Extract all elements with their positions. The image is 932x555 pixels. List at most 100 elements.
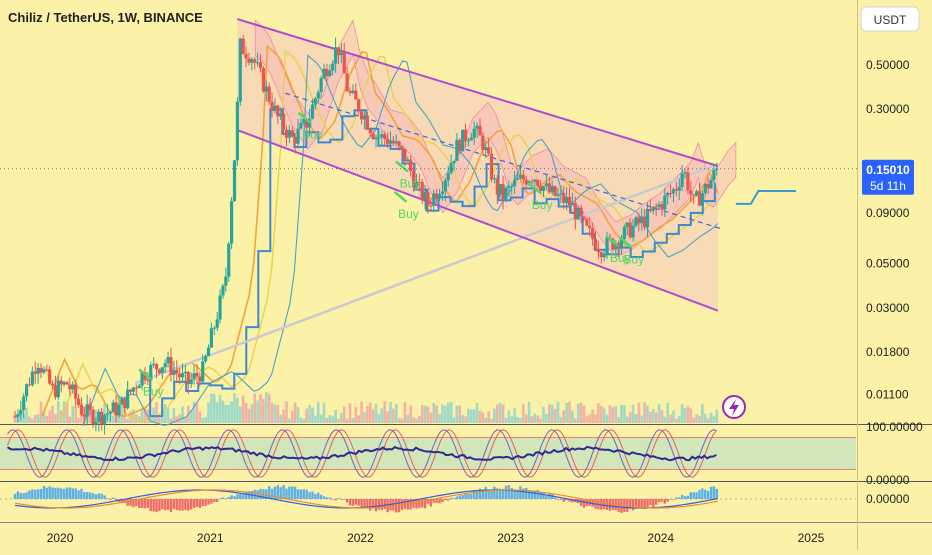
macd-bar <box>169 499 173 513</box>
volume-bar <box>42 411 46 423</box>
candle-body <box>417 181 421 183</box>
volume-bar <box>672 410 675 423</box>
volume-bar <box>441 404 444 423</box>
candle-body <box>703 183 707 194</box>
signal-label: Buy <box>143 384 164 398</box>
macd-bar <box>123 499 126 503</box>
candle <box>108 410 112 422</box>
candle <box>325 63 329 81</box>
macd-bar <box>103 495 106 499</box>
candle-body <box>440 191 445 195</box>
volume-bar <box>68 416 72 423</box>
macd-bar <box>270 488 274 499</box>
volume-bar <box>617 417 620 423</box>
candle <box>250 56 254 71</box>
candle-body <box>611 238 615 250</box>
volume-bar <box>472 409 476 423</box>
candle-body <box>212 327 216 329</box>
candle-body <box>544 183 549 187</box>
candle <box>13 410 17 419</box>
candle-body <box>227 243 231 277</box>
currency-label: USDT <box>874 13 907 27</box>
candle <box>668 184 673 198</box>
candle <box>105 404 110 421</box>
candle-body <box>377 137 381 139</box>
flash-icon[interactable] <box>722 395 746 419</box>
candle <box>111 399 115 413</box>
candle <box>435 188 439 203</box>
candle <box>50 380 55 390</box>
macd-bar <box>189 499 193 510</box>
macd-bar <box>129 499 132 506</box>
volume-bar <box>366 406 369 423</box>
macd-bar <box>663 499 667 504</box>
candle-body <box>498 184 502 195</box>
candle <box>611 237 615 252</box>
macd-bar <box>458 495 461 499</box>
macd-bar <box>97 493 100 499</box>
candle-body <box>342 52 346 74</box>
candle <box>423 184 427 210</box>
candle-body <box>585 218 589 226</box>
candle-body <box>501 184 505 200</box>
candle-body <box>108 411 112 414</box>
volume-bar <box>314 415 317 423</box>
candle-body <box>56 380 60 398</box>
macd-bar <box>132 499 135 508</box>
volume-bar <box>582 405 586 423</box>
candle-body <box>619 239 624 249</box>
macd-bar <box>83 492 86 499</box>
macd-bar <box>634 499 638 509</box>
macd-bar <box>438 499 441 504</box>
volume-bar <box>293 402 297 423</box>
candle-body <box>565 196 569 203</box>
volume-bar <box>660 409 664 423</box>
candle-body <box>449 163 453 174</box>
macd-bar <box>296 489 300 499</box>
volume-bar <box>490 418 493 423</box>
candle <box>33 361 37 384</box>
candle-body <box>573 202 577 220</box>
candle-body <box>469 137 473 141</box>
candle-body <box>333 47 338 64</box>
macd-bar <box>363 499 366 508</box>
candle <box>463 123 468 148</box>
volume-bar <box>371 409 375 423</box>
candle <box>406 156 410 162</box>
candle <box>409 154 413 177</box>
volume-bar <box>657 404 661 423</box>
volume-bar <box>513 408 516 423</box>
macd-bar <box>643 499 646 510</box>
candle <box>293 132 297 154</box>
candle-body <box>134 387 138 389</box>
chart-title: Chiliz / TetherUS, 1W, BINANCE <box>8 10 203 25</box>
channel-lower-line <box>236 129 719 312</box>
volume-bar <box>709 412 713 423</box>
candle <box>666 191 670 205</box>
macd-bar <box>571 499 574 503</box>
macd-bar <box>340 499 343 500</box>
macd-bar <box>501 488 505 499</box>
candle <box>478 118 482 136</box>
macd-bar <box>241 494 245 499</box>
candle-body <box>359 111 364 120</box>
currency-button[interactable]: USDT <box>860 6 920 32</box>
candle-body <box>492 178 497 180</box>
macd-bar <box>704 489 707 499</box>
candle <box>241 34 245 55</box>
macd-bar <box>452 498 456 499</box>
candle <box>449 154 453 175</box>
candle <box>316 89 320 104</box>
candle <box>602 250 606 262</box>
macd-bar <box>637 499 641 508</box>
volume-bar <box>36 414 40 423</box>
volume-bar <box>334 409 337 423</box>
candle-body <box>24 384 29 397</box>
volume-bar <box>585 416 589 423</box>
candle <box>258 53 263 73</box>
volume-bar <box>533 413 537 423</box>
macd-bar <box>686 495 690 499</box>
candle-body <box>429 205 433 207</box>
candle-body <box>250 59 254 63</box>
volume-bar <box>418 415 421 423</box>
